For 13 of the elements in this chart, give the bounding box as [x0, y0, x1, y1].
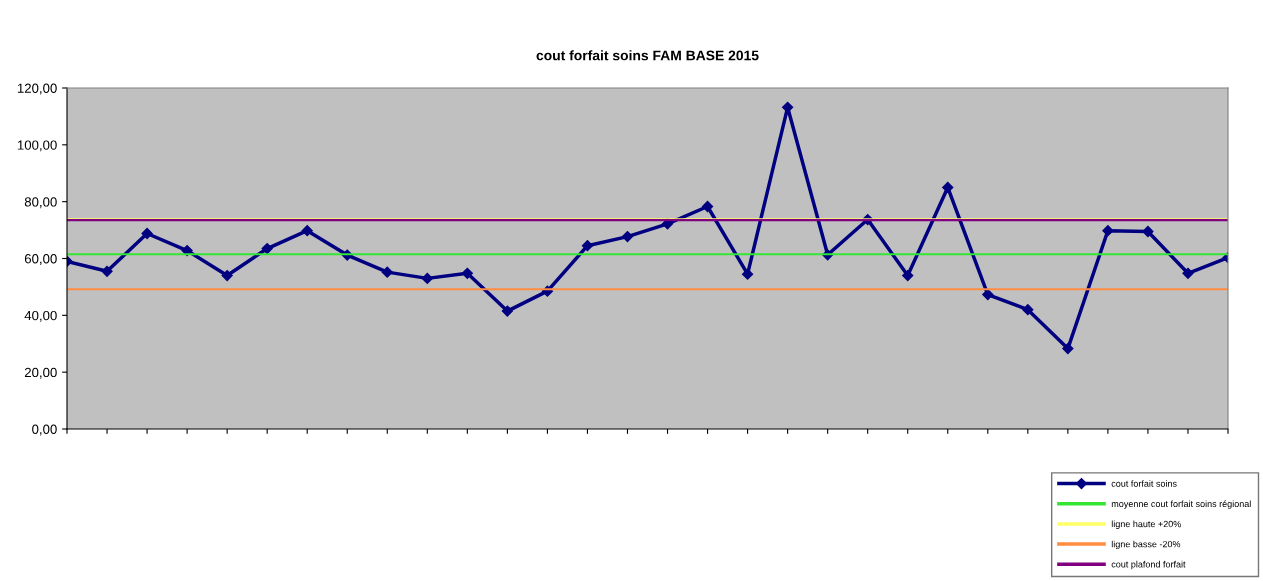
legend-label: ligne basse -20% [1111, 540, 1181, 550]
legend-label: cout plafond forfait [1111, 560, 1186, 570]
y-tick-label: 60,00 [24, 254, 57, 265]
y-tick-label: 100,00 [17, 140, 57, 152]
y-tick-label: 20,00 [24, 367, 57, 379]
legend-label: ligne haute +20% [1111, 520, 1181, 529]
legend-label: moyenne cout forfait soins régional [1111, 500, 1251, 509]
y-tick-label: 80,00 [24, 197, 57, 209]
chart-title: cout forfait soins FAM BASE 2015 [536, 50, 759, 61]
y-tick-label: 120,00 [17, 83, 57, 95]
legend-label: cout forfait soins [1111, 480, 1177, 487]
y-tick-label: 40,00 [24, 310, 57, 322]
y-tick-label: 0,00 [32, 424, 57, 436]
